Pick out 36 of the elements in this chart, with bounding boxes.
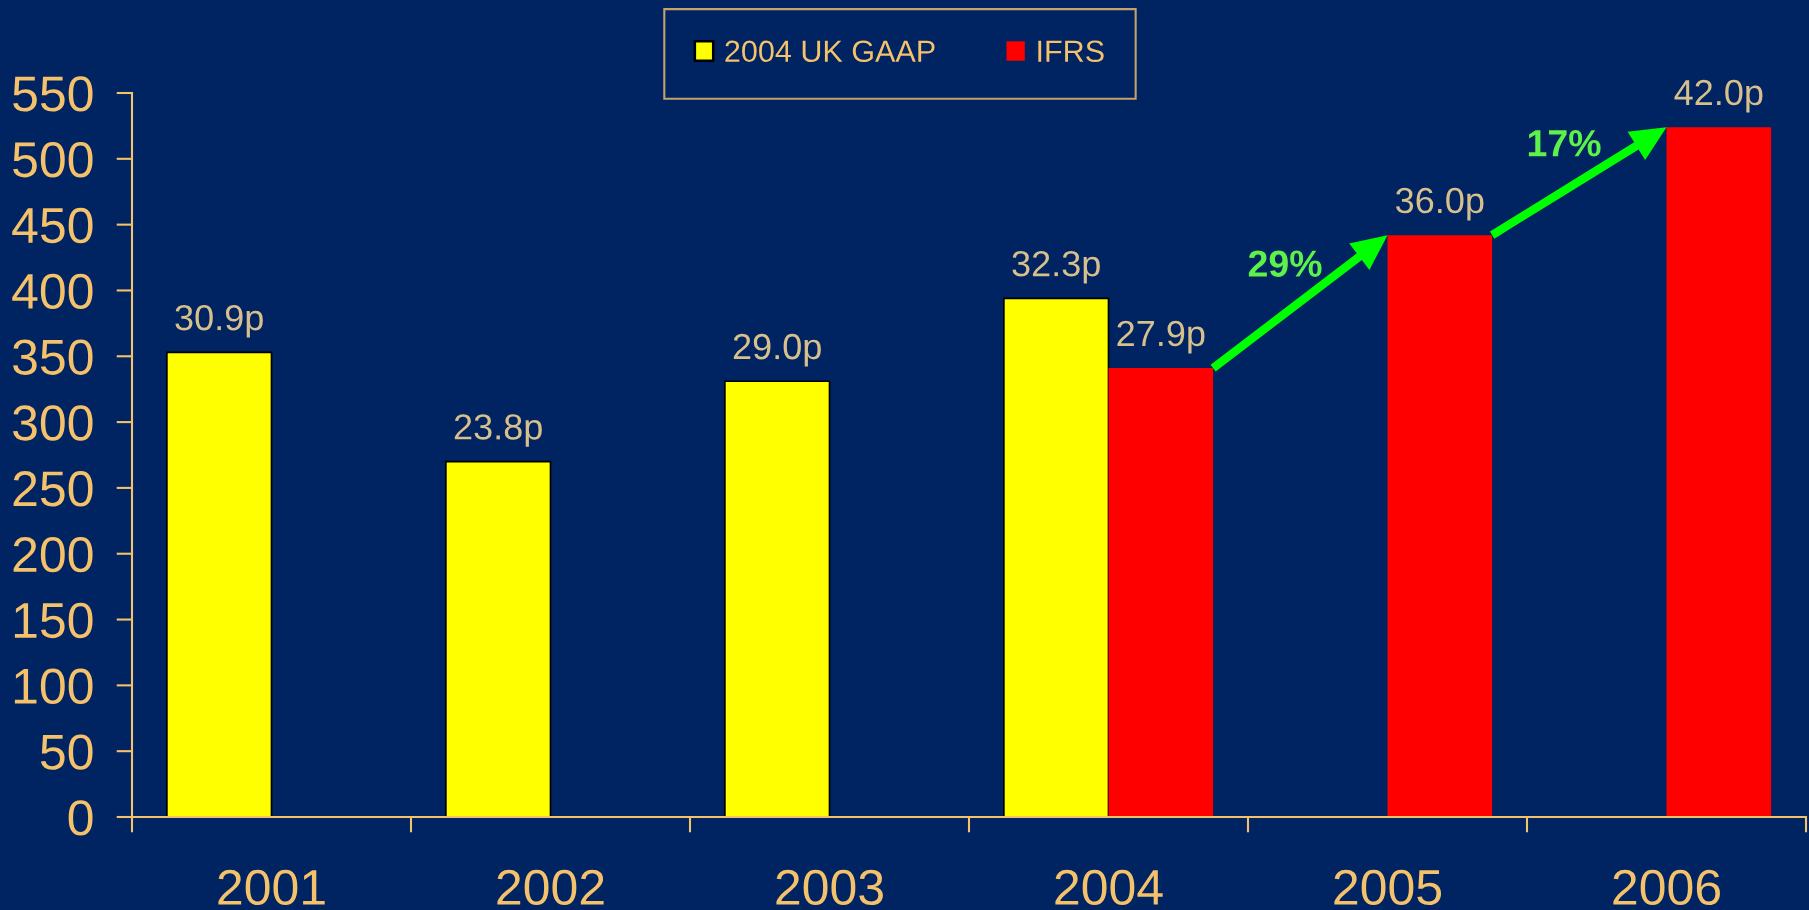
annotation: 17% bbox=[1528, 130, 1601, 157]
x-tick-label: 2005 bbox=[1334, 869, 1442, 906]
y-tick-label: 400 bbox=[12, 273, 93, 310]
x-tick-label: 2003 bbox=[776, 869, 883, 906]
bar bbox=[724, 380, 831, 817]
y-tick-label: 250 bbox=[13, 471, 93, 507]
bar bbox=[1666, 127, 1772, 817]
y-tick-label: 500 bbox=[13, 142, 93, 178]
y-tick-label: 300 bbox=[12, 405, 93, 441]
annotation: 27.9p bbox=[1117, 320, 1205, 354]
y-tick-label: 150 bbox=[14, 602, 93, 639]
y-tick-label: 350 bbox=[12, 339, 93, 375]
bar bbox=[166, 351, 273, 817]
y-tick-label: 0 bbox=[68, 800, 93, 836]
legend-label: 2004 UK GAAP bbox=[725, 40, 935, 63]
y-tick-label: 550 bbox=[13, 76, 93, 112]
annotation: 42.0p bbox=[1674, 79, 1763, 113]
annotation: 23.8p bbox=[454, 414, 542, 447]
x-tick-label: 2006 bbox=[1613, 869, 1720, 906]
y-tick-label: 200 bbox=[13, 536, 93, 573]
bar bbox=[1387, 235, 1493, 817]
annotation: 30.9p bbox=[175, 304, 263, 338]
y-tick-label: 450 bbox=[12, 207, 93, 244]
x-tick-label: 2004 bbox=[1055, 869, 1163, 906]
annotation: 32.3p bbox=[1012, 250, 1100, 284]
y-tick-label: 100 bbox=[14, 668, 93, 704]
bar bbox=[1108, 368, 1214, 817]
x-tick-label: 2001 bbox=[218, 869, 325, 906]
bar bbox=[1003, 297, 1110, 817]
legend-label: IFRS bbox=[1038, 40, 1104, 63]
annotation: 36.0p bbox=[1396, 187, 1484, 221]
annotation: 29% bbox=[1248, 250, 1322, 277]
y-tick-label: 50 bbox=[40, 734, 93, 770]
bar bbox=[445, 460, 552, 817]
x-tick-label: 2002 bbox=[497, 869, 604, 906]
annotation: 29.0p bbox=[733, 333, 821, 367]
